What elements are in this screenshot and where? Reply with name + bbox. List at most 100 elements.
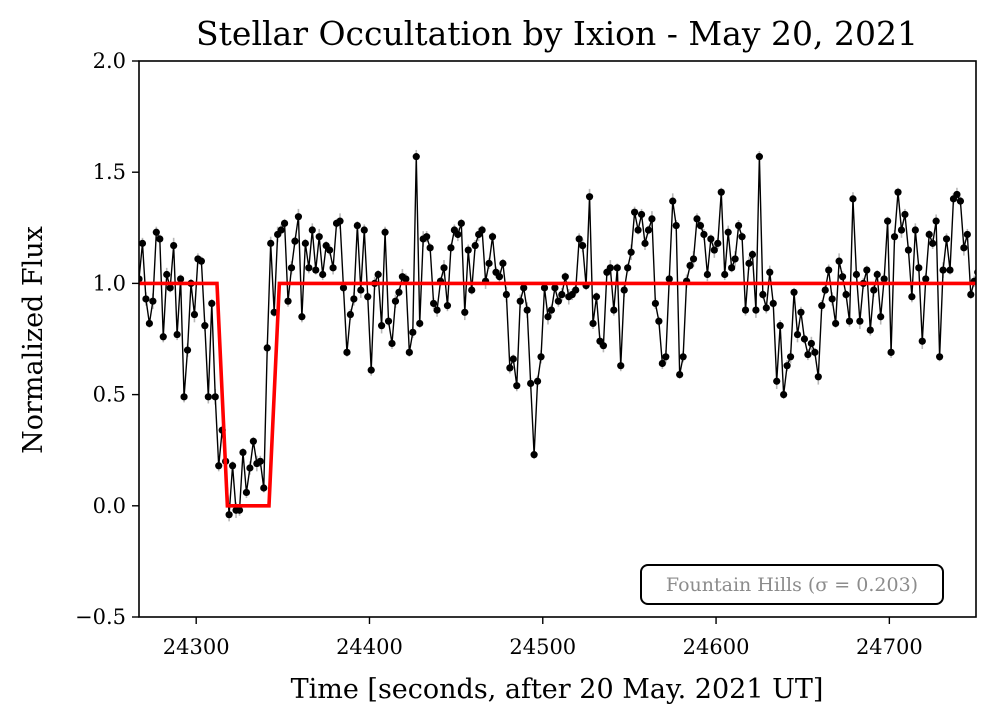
x-axis-label: Time [seconds, after 20 May. 2021 UT] (291, 674, 824, 705)
data-point (748, 250, 757, 259)
data-point (572, 286, 580, 294)
data-point (360, 226, 368, 234)
data-point (890, 233, 899, 241)
data-point (530, 451, 538, 459)
data-point (873, 270, 881, 279)
data-point (554, 297, 562, 305)
data-point (783, 362, 791, 370)
data-point (613, 264, 621, 272)
data-point (346, 310, 355, 319)
y-tick-label: 2.0 (93, 49, 126, 73)
axis-ticks: 24300 24400 24500 24600 24700 −0.5 0.0 0.5 1.0 1.… (75, 49, 923, 659)
plot-area (139, 149, 976, 522)
data-point (929, 239, 937, 247)
data-point (637, 210, 646, 219)
data-point (579, 241, 587, 250)
data-point (811, 348, 819, 356)
data-point (904, 246, 913, 254)
data-point (835, 257, 843, 265)
data-point (624, 264, 632, 272)
data-point (967, 290, 975, 299)
data-point (183, 346, 192, 354)
data-point (915, 264, 923, 272)
data-point (686, 262, 694, 270)
data-point (374, 270, 382, 279)
data-point (350, 295, 358, 303)
data-point (925, 230, 933, 239)
data-point (447, 244, 455, 252)
data-point (516, 297, 524, 305)
data-point (780, 391, 788, 399)
data-point (963, 230, 971, 239)
data-point (786, 353, 795, 361)
x-tick-label: 24500 (509, 635, 576, 659)
data-point (672, 221, 680, 230)
data-point (724, 228, 732, 236)
data-point (190, 310, 199, 319)
data-point (433, 306, 441, 314)
data-point (936, 353, 944, 361)
data-point (284, 297, 292, 305)
data-point (759, 290, 767, 299)
data-point (592, 293, 601, 301)
data-point (793, 330, 802, 339)
data-point (755, 153, 763, 161)
data-point (606, 264, 614, 272)
data-point (821, 286, 829, 294)
data-point (731, 255, 739, 263)
y-tick-label: 1.0 (93, 271, 126, 295)
data-point (471, 241, 479, 250)
data-point (499, 259, 507, 267)
data-point (790, 288, 798, 296)
data-point (523, 306, 531, 314)
data-point (478, 226, 486, 234)
data-point (589, 319, 597, 328)
data-point (312, 266, 320, 274)
data-point (651, 299, 660, 308)
data-point (804, 350, 812, 359)
chart-title: Stellar Occultation by Ixion - May 20, 2… (196, 14, 918, 53)
data-point (738, 233, 746, 241)
data-point (339, 284, 348, 292)
data-point (166, 284, 174, 292)
data-point (838, 273, 847, 281)
data-point (228, 462, 237, 470)
data-point (689, 255, 698, 263)
data-point (911, 226, 919, 234)
data-point (298, 313, 306, 321)
data-point (176, 275, 185, 283)
data-point (197, 257, 205, 265)
data-point (509, 355, 517, 363)
data-point (156, 235, 164, 243)
data-point (468, 286, 476, 294)
data-point (762, 304, 770, 312)
data-point (485, 259, 493, 267)
data-point (277, 226, 285, 234)
data-point (204, 393, 212, 401)
data-point (249, 437, 257, 445)
data-point (378, 322, 386, 330)
data-point (464, 246, 472, 254)
data-point (887, 348, 895, 356)
data-point (741, 306, 750, 314)
data-point (953, 190, 961, 199)
data-point (627, 248, 635, 256)
data-point (443, 302, 452, 310)
data-point (256, 457, 264, 465)
data-point (180, 393, 188, 401)
data-point (412, 153, 420, 161)
y-axis-label: Normalized Flux (18, 226, 49, 454)
data-point (426, 244, 434, 252)
data-point (734, 221, 743, 230)
data-point (294, 213, 303, 221)
data-point (845, 317, 854, 325)
data-point (832, 319, 840, 328)
data-point (818, 302, 826, 310)
data-point (714, 239, 722, 247)
data-point (575, 235, 583, 243)
model-line (139, 281, 976, 508)
data-point (357, 286, 365, 294)
data-point (416, 319, 424, 328)
data-point (676, 370, 684, 379)
